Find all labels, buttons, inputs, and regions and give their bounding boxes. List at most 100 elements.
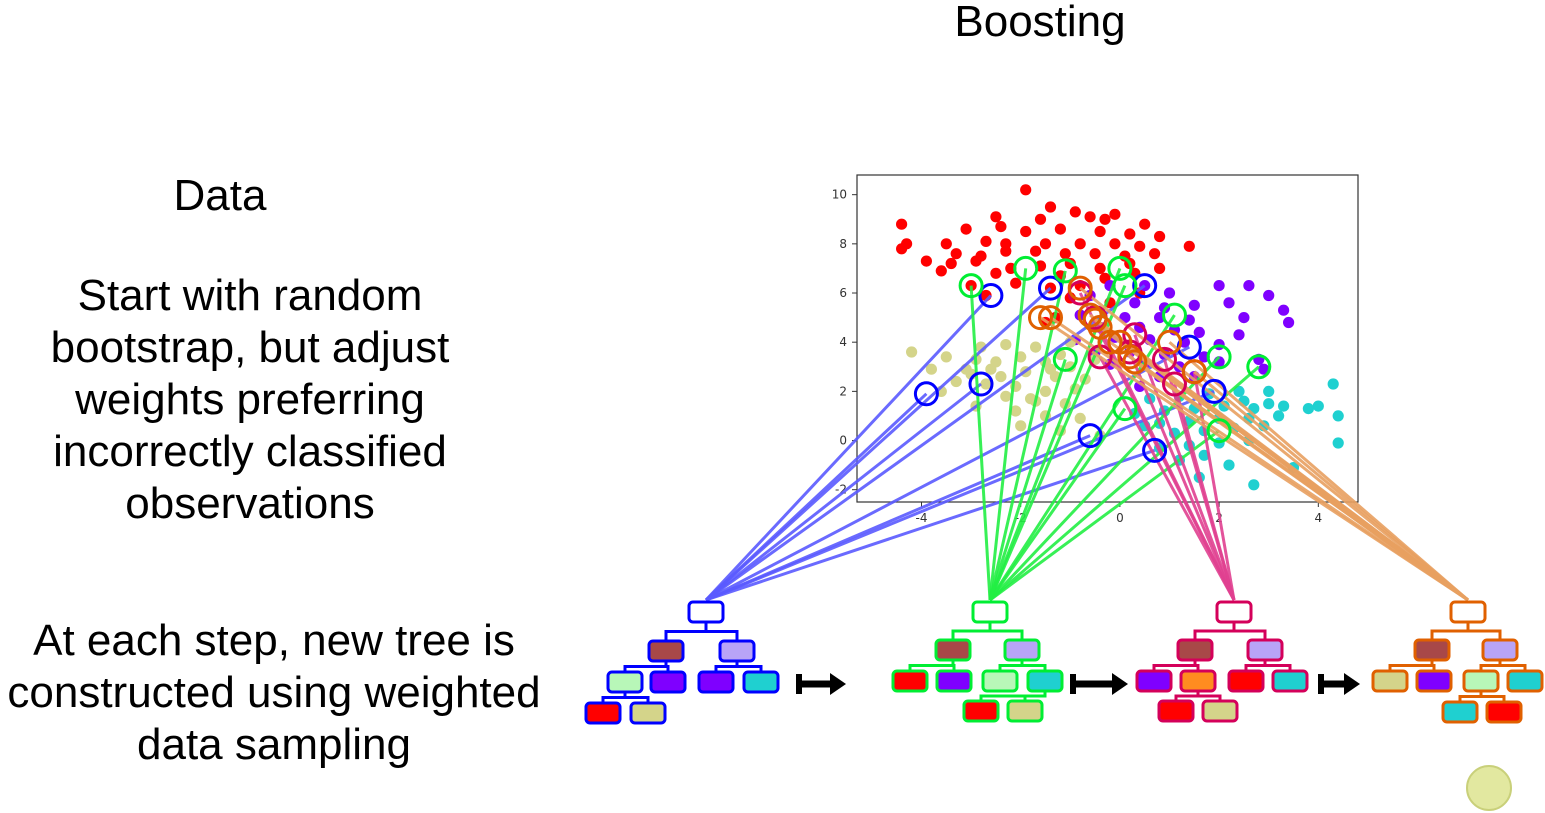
tree-edge (1244, 660, 1267, 671)
scatter-point (1327, 378, 1339, 390)
sampled-observation-circle (1013, 255, 1039, 281)
connector-line (705, 390, 1215, 602)
tree-edge (908, 660, 955, 671)
scatter-point (906, 346, 918, 358)
sampled-observation-circle (1097, 329, 1123, 355)
tree-split-node (934, 638, 972, 662)
scatter-point (1134, 240, 1146, 252)
tree-leaf-node (1506, 669, 1544, 693)
y-tick-label: 10 (832, 188, 847, 202)
tree-split-node (1003, 638, 1041, 662)
tree-edge (1263, 660, 1292, 671)
scatter-point (1039, 385, 1052, 397)
scatter-point (1030, 341, 1042, 353)
scatter-point (1238, 312, 1250, 324)
scatter-point (1010, 405, 1022, 417)
connector-line (1173, 383, 1236, 601)
scatter-point (970, 255, 982, 267)
status-dot-icon (1466, 765, 1512, 811)
scatter-point (1069, 206, 1081, 218)
highlight-circles (913, 255, 1272, 463)
scatter-point (1213, 280, 1225, 292)
arrow-head-icon (1112, 673, 1128, 695)
tree-leaf-node (935, 669, 973, 693)
scatter-point (1109, 208, 1121, 220)
scatter-point (980, 235, 992, 247)
tree-split-node (1176, 638, 1214, 662)
sampled-observation-circle (1181, 359, 1207, 385)
scatter-point (990, 211, 1002, 223)
scatter-point (1000, 339, 1012, 351)
scatter-point (920, 255, 933, 267)
tree-leaf-node (1227, 669, 1265, 693)
scatter-point (1015, 420, 1027, 432)
tree-edge (1023, 691, 1047, 701)
tree-leaf-node (1026, 669, 1064, 693)
scatter-point (1193, 326, 1205, 338)
scatter-point (1139, 218, 1151, 230)
scatter-point (1089, 248, 1101, 260)
scatter-point (1188, 299, 1200, 311)
scatter-point (1278, 400, 1290, 412)
scatter-point (1025, 393, 1037, 405)
scatter-point (1278, 304, 1290, 316)
tree-leaf-node (742, 670, 780, 694)
scatter-point (1099, 213, 1111, 225)
tree-leaf-node (584, 701, 622, 725)
step-description: At each step, new tree is constructed us… (7, 616, 541, 769)
scatter-point (1258, 363, 1270, 375)
scatter-point (1263, 385, 1275, 397)
tree-edge (951, 622, 992, 640)
bootstrap-description: Start with random bootstrap, but adjust … (50, 271, 450, 528)
tree-leaf-node (1135, 669, 1173, 693)
scatter-point (1094, 262, 1106, 274)
scatter-point (935, 265, 947, 277)
scatter-point (1233, 329, 1245, 341)
sampled-observation-circle (1142, 437, 1168, 463)
scatter-point (1154, 262, 1166, 274)
scatter-point (925, 363, 938, 375)
sequence-arrows (796, 673, 1360, 695)
sampled-observation-circle (1157, 329, 1182, 355)
sampled-observation-circle (1077, 423, 1103, 449)
scatter-point (960, 223, 972, 235)
tree-leaf-node (629, 701, 667, 725)
connector-line (969, 285, 992, 601)
scatter-point (1094, 225, 1106, 238)
tree-edge (1458, 691, 1483, 702)
tree-split-node (647, 639, 685, 663)
sampled-observation-circle (958, 273, 984, 299)
connector-line (1133, 334, 1236, 601)
scatter-point (1020, 225, 1032, 238)
tree-leaf-node (1201, 699, 1239, 723)
tree-edge (1498, 660, 1527, 671)
tree-edge (601, 692, 627, 703)
tree-leaf-node (697, 670, 735, 694)
tree-edge (1430, 622, 1470, 640)
tree-edge (951, 660, 956, 671)
scatter-point (1302, 403, 1314, 415)
boosting-tree (891, 600, 1064, 723)
arrow-head-icon (1344, 673, 1360, 695)
tree-edge (1430, 660, 1436, 671)
tree-root-node (1215, 600, 1253, 624)
connector-line (705, 345, 1190, 602)
connector-line (705, 284, 1146, 602)
sampled-observation-circle (968, 371, 994, 397)
sampled-observation-circle (1162, 302, 1187, 328)
connector-line (988, 268, 1028, 601)
y-tick-label: 6 (839, 286, 847, 300)
tree-edge (1152, 660, 1197, 671)
arrow-tail (1070, 674, 1076, 694)
scatter-point (950, 248, 962, 260)
tree-edge (664, 622, 708, 641)
scatter-point (1263, 289, 1275, 302)
scatter-point (1163, 287, 1176, 299)
y-tick-label: 2 (839, 384, 847, 398)
connector-line (704, 392, 928, 602)
tree-leaf-node (649, 670, 687, 694)
tree-edge (1196, 691, 1222, 701)
sampled-observation-circle (1082, 307, 1108, 333)
sampled-observation-circle (1112, 273, 1138, 299)
scatter-point (990, 267, 1002, 279)
